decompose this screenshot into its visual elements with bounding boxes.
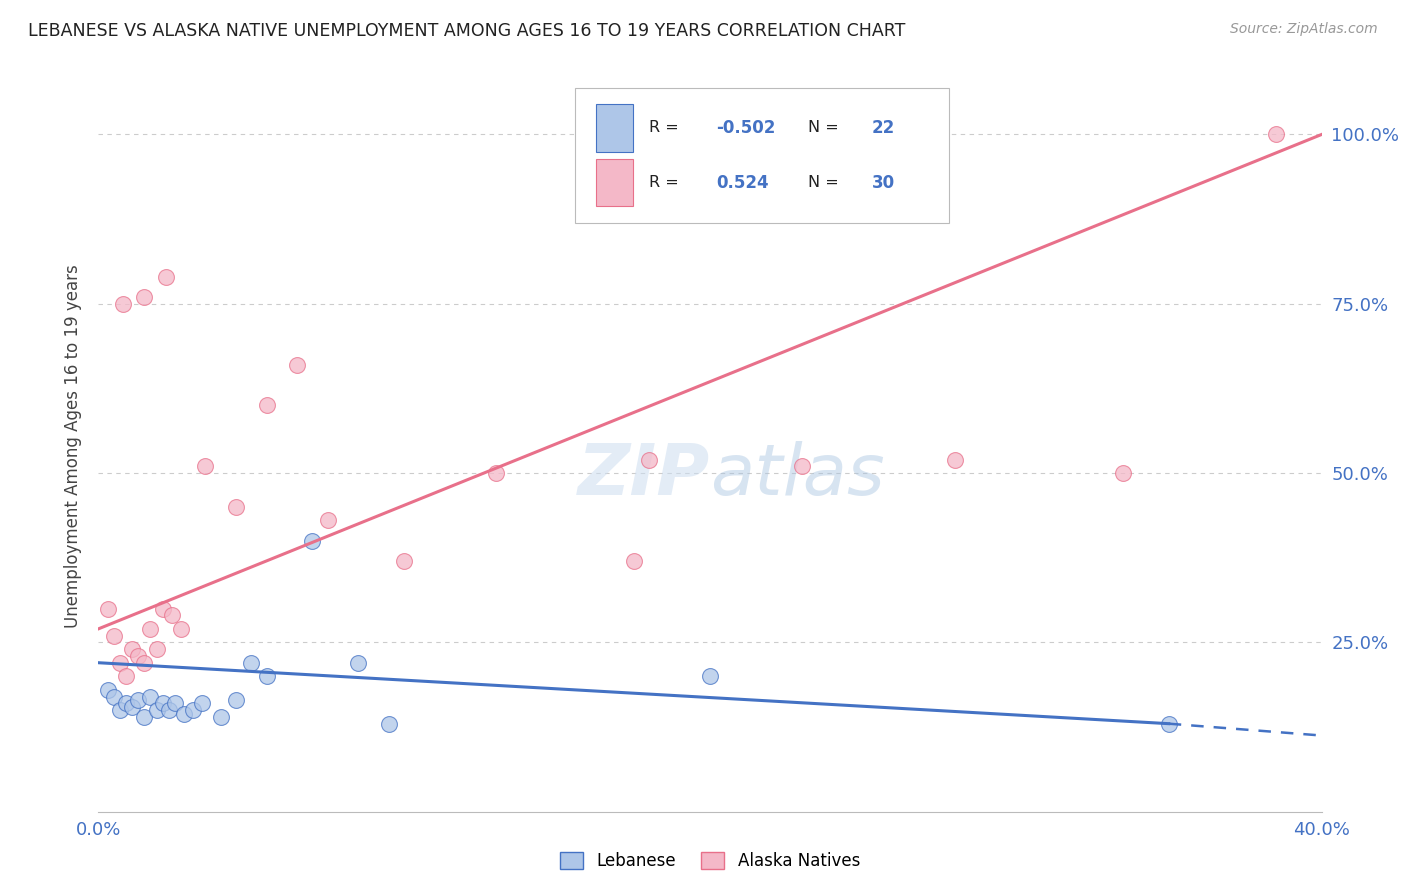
Point	[139, 622, 162, 636]
FancyBboxPatch shape	[596, 159, 633, 206]
Point	[155, 269, 177, 284]
Point	[285, 358, 308, 372]
Point	[943, 452, 966, 467]
Point	[1264, 128, 1286, 142]
Point	[139, 690, 162, 704]
Point	[145, 642, 167, 657]
Point	[240, 656, 263, 670]
Point	[1112, 466, 1135, 480]
Point	[316, 514, 339, 528]
Text: R =: R =	[650, 120, 683, 136]
Point	[378, 716, 401, 731]
Text: 0.524: 0.524	[716, 174, 769, 192]
Text: 30: 30	[872, 174, 894, 192]
Point	[225, 693, 247, 707]
Point	[181, 703, 204, 717]
Text: R =: R =	[650, 175, 683, 190]
Text: -0.502: -0.502	[716, 119, 776, 136]
Point	[134, 290, 156, 304]
Point	[392, 554, 416, 568]
Point	[108, 703, 131, 717]
Text: ZIP: ZIP	[578, 441, 710, 509]
Text: N =: N =	[808, 120, 844, 136]
Point	[173, 706, 195, 721]
Point	[225, 500, 247, 514]
Point	[209, 710, 232, 724]
Text: Source: ZipAtlas.com: Source: ZipAtlas.com	[1230, 22, 1378, 37]
Point	[121, 642, 143, 657]
Y-axis label: Unemployment Among Ages 16 to 19 years: Unemployment Among Ages 16 to 19 years	[63, 264, 82, 628]
Point	[790, 459, 813, 474]
Point	[103, 690, 125, 704]
Point	[623, 554, 645, 568]
Point	[108, 656, 131, 670]
Point	[134, 710, 156, 724]
Point	[152, 697, 174, 711]
Point	[121, 699, 143, 714]
Point	[160, 608, 183, 623]
Point	[134, 656, 156, 670]
Text: N =: N =	[808, 175, 844, 190]
Point	[127, 693, 149, 707]
Point	[347, 656, 370, 670]
Point	[103, 629, 125, 643]
FancyBboxPatch shape	[575, 87, 949, 223]
Point	[111, 297, 134, 311]
Point	[485, 466, 508, 480]
Text: 22: 22	[872, 119, 894, 136]
Point	[301, 533, 323, 548]
Point	[127, 648, 149, 663]
Point	[97, 601, 120, 615]
Point	[97, 682, 120, 697]
Point	[145, 703, 167, 717]
Point	[256, 398, 278, 412]
Point	[152, 601, 174, 615]
Text: atlas: atlas	[710, 441, 884, 509]
Point	[638, 452, 661, 467]
Point	[256, 669, 278, 683]
Text: LEBANESE VS ALASKA NATIVE UNEMPLOYMENT AMONG AGES 16 TO 19 YEARS CORRELATION CHA: LEBANESE VS ALASKA NATIVE UNEMPLOYMENT A…	[28, 22, 905, 40]
Point	[1157, 716, 1180, 731]
Point	[115, 669, 138, 683]
Point	[194, 459, 217, 474]
Point	[699, 669, 721, 683]
Point	[170, 622, 193, 636]
Legend: Lebanese, Alaska Natives: Lebanese, Alaska Natives	[553, 845, 868, 877]
Point	[163, 697, 186, 711]
Point	[191, 697, 214, 711]
Point	[115, 697, 138, 711]
Point	[157, 703, 180, 717]
FancyBboxPatch shape	[596, 104, 633, 152]
